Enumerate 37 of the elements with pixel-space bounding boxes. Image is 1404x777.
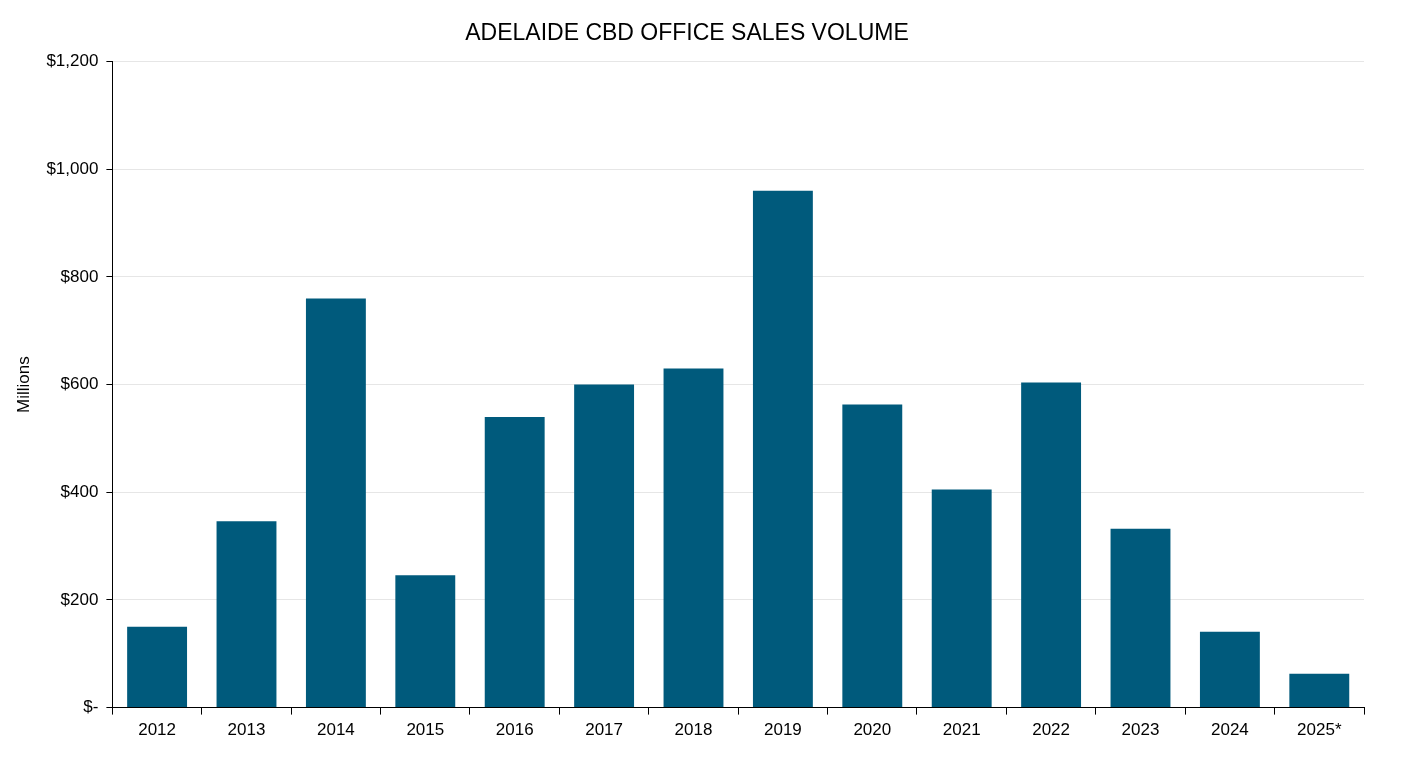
y-tick-label: $800 [60,266,99,286]
bar [395,575,456,708]
x-tick-label: 2015 [406,720,445,740]
x-tick-label: 2013 [227,720,266,740]
bar [842,404,903,708]
bar [931,489,992,708]
bar [216,521,277,708]
y-tick-label: $1,000 [46,158,99,178]
x-tick-label: 2022 [1032,720,1071,740]
x-tick-label: 2018 [674,720,713,740]
y-tick-label: $600 [60,374,99,394]
bar [1110,528,1171,708]
y-tick-label: $400 [60,481,99,501]
x-tick-label: 2016 [495,720,534,740]
x-tick-label: 2025* [1297,720,1342,740]
bar [574,384,635,708]
x-tick-label: 2024 [1210,720,1249,740]
x-tick-label: 2020 [853,720,892,740]
bar [752,190,813,708]
y-axis-title: Millions [13,356,33,413]
y-tick-label: $1,200 [46,51,99,71]
chart-title: ADELAIDE CBD OFFICE SALES VOLUME [465,19,909,46]
bar [1021,382,1082,708]
x-tick-label: 2012 [138,720,177,740]
bar [305,298,366,708]
bar [663,368,724,708]
bar [127,626,188,708]
bar [1199,631,1260,708]
x-tick-label: 2017 [585,720,624,740]
y-tick-label: $- [83,697,99,717]
x-tick-label: 2019 [763,720,802,740]
y-tick-label: $200 [60,589,99,609]
bar [484,416,545,708]
x-tick-label: 2014 [316,720,355,740]
bar [1289,673,1350,708]
x-tick-label: 2021 [942,720,981,740]
x-tick-label: 2023 [1121,720,1160,740]
